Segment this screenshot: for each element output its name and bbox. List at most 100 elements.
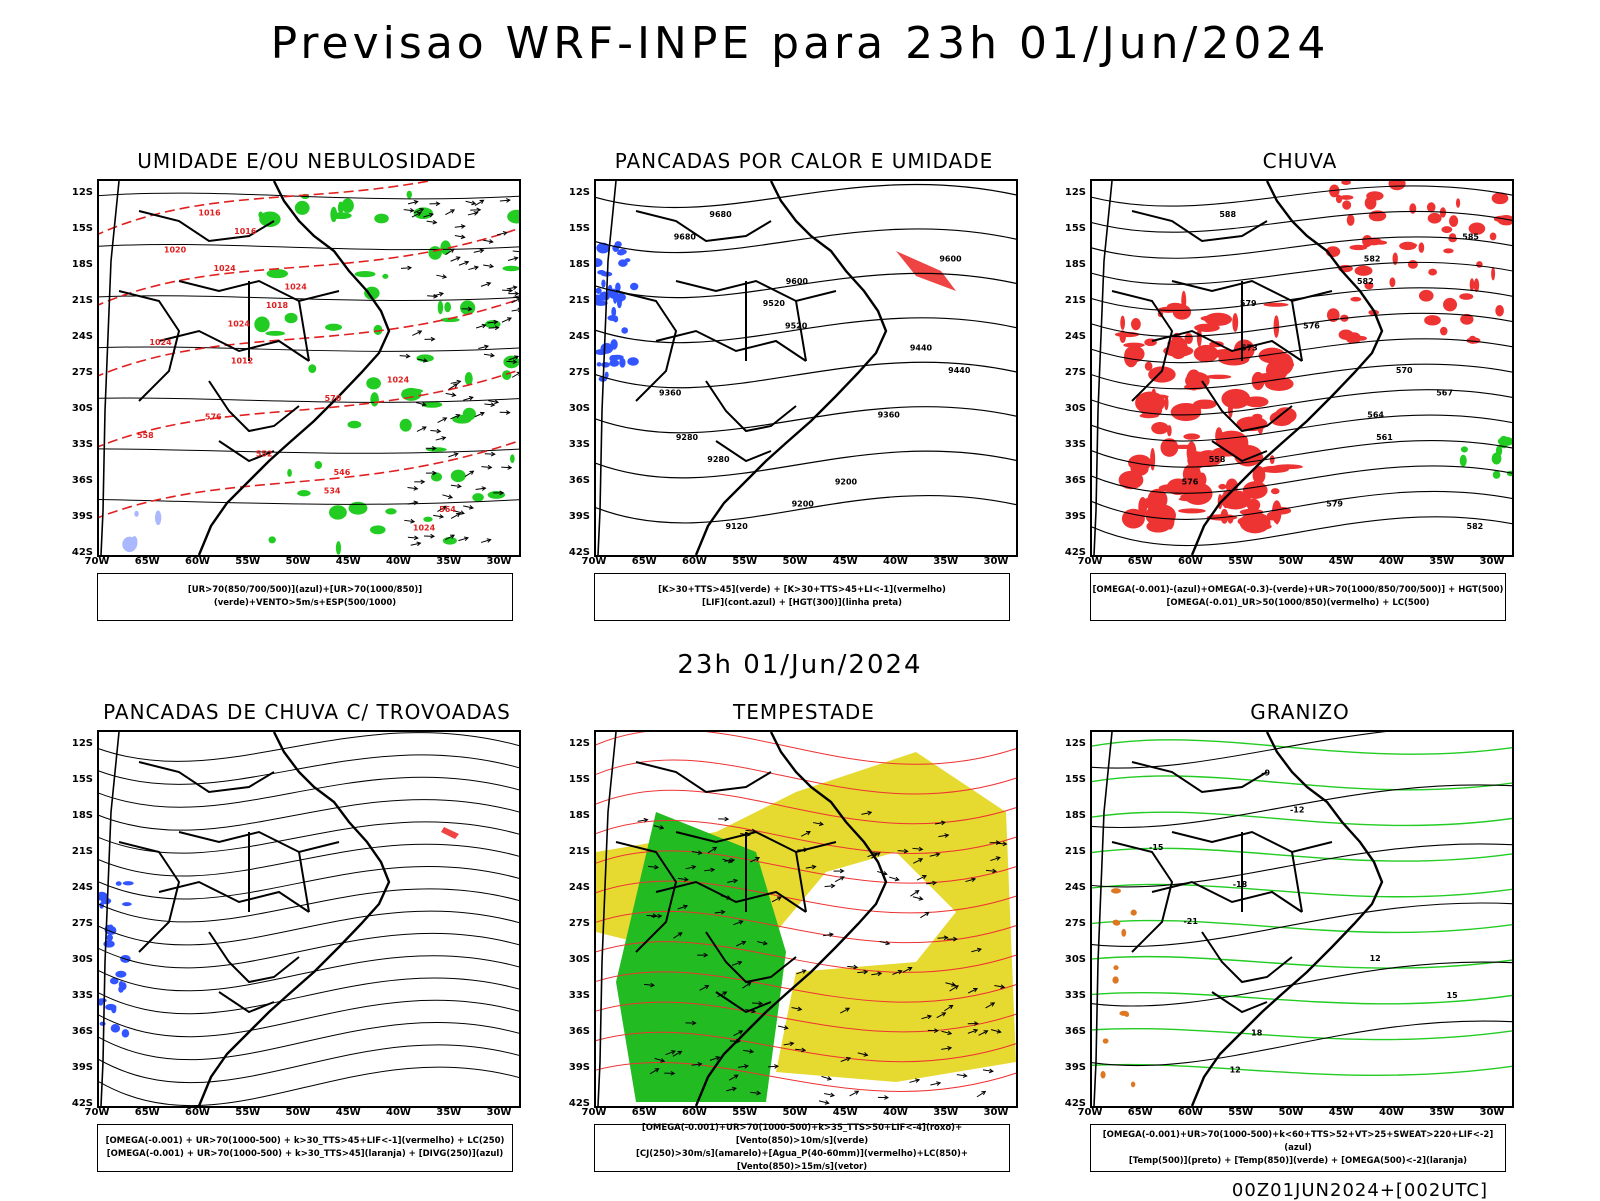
wind-vector — [512, 309, 519, 311]
shaded-area — [122, 1029, 130, 1037]
latitude-tick-label: 15S — [65, 774, 93, 785]
shaded-area — [1443, 248, 1453, 253]
shaded-area — [1474, 278, 1479, 292]
latitude-tick-label: 39S — [562, 1062, 590, 1073]
shaded-area — [1440, 327, 1448, 336]
longitude-tick-label: 55W — [228, 1107, 268, 1118]
shaded-area — [1131, 910, 1137, 916]
state-border — [1132, 211, 1267, 241]
contour-line — [99, 978, 519, 1014]
contour-label: 15 — [1447, 991, 1459, 1000]
map-svg — [99, 732, 519, 1106]
shaded-area — [1350, 245, 1368, 250]
longitude-tick-label: 45W — [1321, 556, 1361, 567]
latitude-tick-label: 21S — [562, 295, 590, 306]
latitude-tick-label: 12S — [562, 738, 590, 749]
shaded-area — [510, 454, 515, 463]
shaded-area — [609, 359, 619, 366]
latitude-tick-label: 24S — [65, 882, 93, 893]
longitude-tick-label: 40W — [379, 1107, 419, 1118]
shaded-area — [1177, 407, 1186, 413]
latitude-tick-label: 27S — [65, 367, 93, 378]
latitude-tick-label: 18S — [1058, 259, 1086, 270]
shaded-area — [1441, 226, 1452, 233]
state-border — [1202, 932, 1292, 982]
contour-label: 585 — [1462, 232, 1479, 241]
shaded-area — [1123, 343, 1144, 348]
contour-label: 1024 — [285, 283, 308, 292]
latitude-tick-label: 12S — [562, 187, 590, 198]
shaded-area — [1341, 181, 1351, 185]
latitude-tick-label: 30S — [65, 403, 93, 414]
contour-line — [99, 1000, 519, 1036]
contour-line — [1092, 313, 1512, 336]
latitude-tick-label: 27S — [562, 918, 590, 929]
state-border — [636, 211, 771, 241]
state-border — [219, 281, 309, 461]
panel-legend: [UR>70(850/700/500)](azul)+[UR>70(1000/8… — [97, 573, 513, 621]
contour-label: -9 — [1261, 769, 1270, 778]
shaded-area — [1150, 504, 1165, 510]
panel-legend: [OMEGA(-0.001)+UR>70(1000-500)+k<60+TTS>… — [1090, 1124, 1506, 1172]
shaded-area — [338, 202, 344, 214]
legend-line: [OMEGA(-0.001)+UR>70(1000-500)+k>35_TTS>… — [595, 1122, 1009, 1148]
legend-line: [OMEGA(-0.001)-(azul)+OMEGA(-0.3)-(verde… — [1091, 584, 1505, 597]
longitude-tick-label: 50W — [1271, 556, 1311, 567]
longitude-tick-label: 40W — [379, 556, 419, 567]
shaded-area — [1206, 375, 1232, 380]
shaded-area — [1103, 1038, 1109, 1043]
latitude-tick-label: 27S — [65, 918, 93, 929]
contour-label: 9200 — [835, 477, 858, 486]
contour-line — [99, 755, 519, 784]
shaded-area — [1399, 242, 1416, 250]
panel-legend: [OMEGA(-0.001)-(azul)+OMEGA(-0.3)-(verde… — [1090, 573, 1506, 621]
wind-vector — [513, 251, 519, 252]
contour-label: 576 — [1303, 321, 1320, 330]
contour-label: 9280 — [707, 455, 730, 464]
longitude-tick-label: 50W — [775, 1107, 815, 1118]
latitude-tick-label: 27S — [1058, 918, 1086, 929]
state-border — [616, 291, 676, 401]
shaded-area — [1263, 303, 1288, 307]
shaded-area — [1159, 484, 1182, 492]
shaded-area — [106, 934, 112, 941]
shaded-area — [155, 511, 161, 526]
shaded-area — [1496, 445, 1502, 456]
contour-label: 9360 — [659, 388, 682, 397]
shaded-area — [336, 541, 341, 555]
map-svg: 9680968096009600952095209440944093609360… — [596, 181, 1016, 555]
latitude-tick-label: 12S — [65, 187, 93, 198]
contour-label: 1024 — [413, 524, 436, 533]
latitude-tick-label: 36S — [1058, 1026, 1086, 1037]
shaded-area — [1257, 417, 1263, 434]
latitude-tick-label: 33S — [65, 439, 93, 450]
coastline — [199, 181, 389, 555]
shaded-area — [348, 421, 362, 429]
contour-label: 564 — [439, 505, 456, 514]
longitude-tick-label: 65W — [1120, 1107, 1160, 1118]
legend-line: [LIF](cont.azul) + [HGT(300)](linha pret… — [595, 597, 1009, 610]
shaded-area — [597, 362, 602, 366]
contour-line — [596, 407, 1016, 433]
contour-label: 9600 — [939, 255, 962, 264]
shaded-area — [116, 881, 122, 886]
state-border — [636, 762, 771, 792]
legend-line: [UR>70(850/700/500)](azul)+[UR>70(1000/8… — [98, 584, 512, 610]
shaded-area — [630, 283, 638, 290]
longitude-tick-label: 40W — [1372, 556, 1412, 567]
contour-line — [99, 1067, 519, 1106]
longitude-tick-label: 60W — [1171, 1107, 1211, 1118]
shaded-area — [1470, 278, 1475, 291]
longitude-tick-label: 40W — [876, 556, 916, 567]
contour-line — [99, 1045, 519, 1083]
west-coastline — [1094, 181, 1112, 555]
state-border — [159, 882, 309, 912]
state-border — [1152, 882, 1302, 912]
shaded-area — [1186, 369, 1201, 390]
latitude-tick-label: 24S — [1058, 331, 1086, 342]
shaded-area — [100, 1022, 106, 1026]
shaded-area — [1120, 316, 1125, 330]
